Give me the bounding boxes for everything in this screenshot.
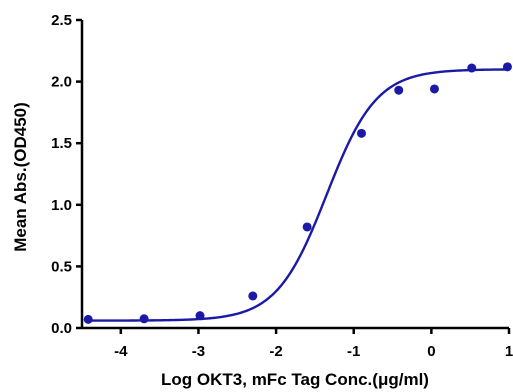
y-tick-label: 2.5 xyxy=(51,12,72,29)
data-point xyxy=(195,311,205,321)
tick-labels: -4 -3 -2 -1 0 1 0.0 0.5 1.0 1.5 2.0 2.5 xyxy=(51,12,513,360)
data-points xyxy=(83,62,512,324)
data-point xyxy=(356,128,366,138)
x-tick-label: -3 xyxy=(192,343,205,360)
data-point xyxy=(502,62,512,72)
x-axis-title: Log OKT3, mFc Tag Conc.(μg/ml) xyxy=(161,370,429,389)
y-tick-label: 0.0 xyxy=(51,320,72,337)
data-point xyxy=(302,222,312,232)
y-axis-title: Mean Abs.(OD450) xyxy=(11,102,30,252)
y-tick-label: 2.0 xyxy=(51,74,72,91)
x-tick-label: -1 xyxy=(347,343,360,360)
x-tick-label: 0 xyxy=(427,343,435,360)
x-tick-label: 1 xyxy=(505,343,513,360)
data-point xyxy=(467,63,477,73)
axes xyxy=(76,18,511,334)
fit-curve xyxy=(88,68,508,322)
data-point xyxy=(394,85,404,95)
x-tick-label: -4 xyxy=(114,343,128,360)
data-point xyxy=(83,314,93,324)
y-tick-label: 1.0 xyxy=(51,197,72,214)
data-point xyxy=(139,314,149,324)
data-point xyxy=(248,291,258,301)
y-tick-label: 0.5 xyxy=(51,258,72,275)
data-point xyxy=(429,84,439,94)
x-tick-label: -2 xyxy=(269,343,282,360)
y-tick-label: 1.5 xyxy=(51,135,72,152)
